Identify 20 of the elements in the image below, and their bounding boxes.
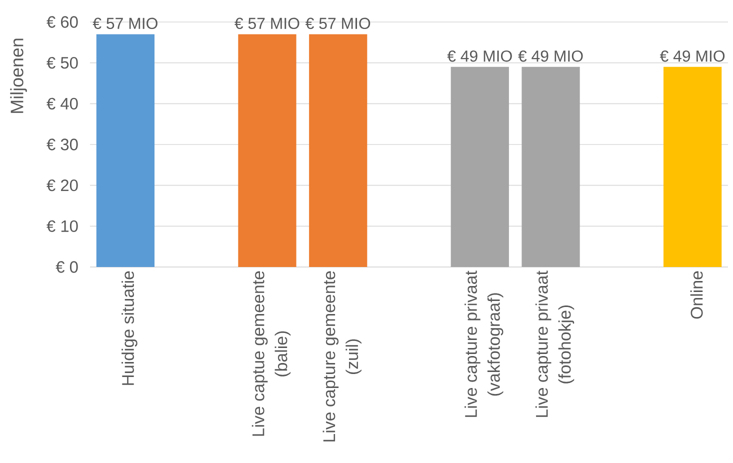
x-tick-label: Live captue gemeente (balie) bbox=[252, 271, 291, 436]
y-tick-label: € 50 bbox=[46, 57, 78, 69]
y-tick-label: € 40 bbox=[46, 98, 78, 110]
x-tick-label: Live capture privaat (vakfotograaf) bbox=[464, 270, 504, 417]
data-label: € 57 MIO bbox=[92, 18, 158, 30]
data-label: € 57 MIO bbox=[234, 18, 300, 30]
data-label: € 49 MIO bbox=[447, 50, 512, 62]
data-label: € 49 MIO bbox=[518, 50, 583, 62]
y-axis-title: Miljoenen bbox=[10, 38, 27, 113]
data-label: € 57 MIO bbox=[305, 18, 370, 30]
y-tick-label: € 10 bbox=[46, 220, 78, 232]
y-tick-label: € 60 bbox=[46, 16, 78, 28]
y-tick-label: € 0 bbox=[56, 261, 78, 273]
x-tick-label: Huidige situatie bbox=[122, 271, 138, 385]
x-tick-label: Online bbox=[690, 271, 703, 319]
y-tick-label: € 20 bbox=[46, 180, 78, 192]
x-tick-label: Live capture gemeente (zuil) bbox=[322, 271, 362, 442]
y-tick-label: € 30 bbox=[46, 138, 78, 150]
x-tick-label: Live capture privaat (fotohokje) bbox=[535, 270, 574, 417]
data-label: € 49 MIO bbox=[660, 50, 725, 62]
